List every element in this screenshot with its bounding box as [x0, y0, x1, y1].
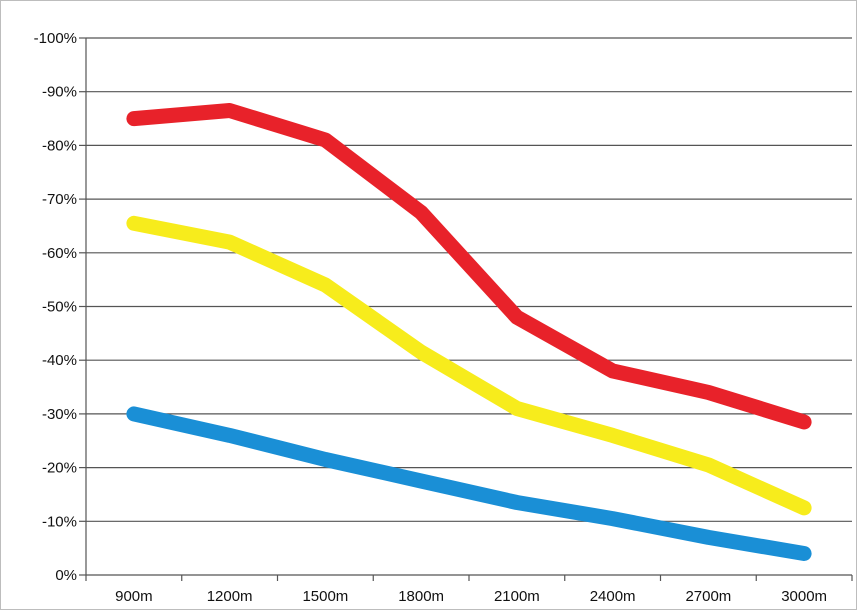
series-line-3 [126, 406, 812, 561]
series-line-1 [126, 103, 812, 430]
series-lines [126, 103, 812, 561]
x-tick-label: 1800m [398, 588, 444, 605]
y-tick-label: -100% [34, 30, 77, 47]
y-tick-label: -50% [42, 299, 77, 316]
x-tick-label: 2400m [590, 588, 636, 605]
y-tick-label: -70% [42, 191, 77, 208]
y-tick-label: -80% [42, 137, 77, 154]
x-tick-label: 900m [115, 588, 153, 605]
y-tick-label: -10% [42, 513, 77, 530]
y-tick-label: -20% [42, 460, 77, 477]
y-tick-label: -90% [42, 84, 77, 101]
x-tick-label: 1500m [302, 588, 348, 605]
x-tick-labels: 900m 1200m 1500m 1800m 2100m 2400m 2700m 3000m [115, 588, 827, 605]
axes [79, 37, 853, 581]
y-tick-label: 0% [55, 567, 77, 584]
series-line-2 [126, 215, 812, 516]
x-tick-label: 2100m [494, 588, 540, 605]
y-tick-label: -30% [42, 406, 77, 423]
x-tick-label: 1200m [207, 588, 253, 605]
x-tick-label: 3000m [781, 588, 827, 605]
y-tick-labels: 0% -10% -20% -30% -40% -50% -60% -70% -80% -90% -1… [34, 30, 77, 584]
y-tick-label: -40% [42, 352, 77, 369]
y-tick-label: -60% [42, 245, 77, 262]
x-tick-label: 2700m [685, 588, 731, 605]
gridlines [86, 37, 852, 522]
